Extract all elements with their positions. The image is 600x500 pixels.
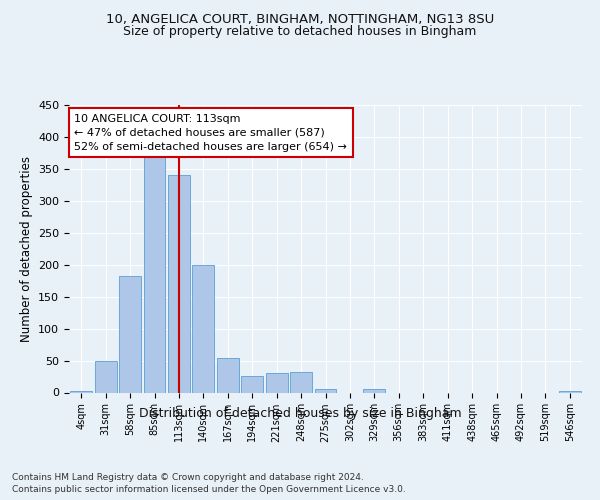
- Bar: [364, 388, 385, 392]
- Text: Size of property relative to detached houses in Bingham: Size of property relative to detached ho…: [124, 25, 476, 38]
- Text: Contains HM Land Registry data © Crown copyright and database right 2024.: Contains HM Land Registry data © Crown c…: [12, 472, 364, 482]
- Bar: [217, 358, 239, 392]
- Bar: [290, 372, 312, 392]
- Bar: [241, 376, 263, 392]
- Text: Distribution of detached houses by size in Bingham: Distribution of detached houses by size …: [139, 408, 461, 420]
- Bar: [168, 176, 190, 392]
- Bar: [559, 390, 581, 392]
- Bar: [143, 158, 166, 392]
- Bar: [193, 266, 214, 392]
- Bar: [95, 360, 116, 392]
- Bar: [119, 276, 141, 392]
- Text: 10, ANGELICA COURT, BINGHAM, NOTTINGHAM, NG13 8SU: 10, ANGELICA COURT, BINGHAM, NOTTINGHAM,…: [106, 12, 494, 26]
- Text: Contains public sector information licensed under the Open Government Licence v3: Contains public sector information licen…: [12, 485, 406, 494]
- Y-axis label: Number of detached properties: Number of detached properties: [20, 156, 32, 342]
- Bar: [70, 390, 92, 392]
- Text: 10 ANGELICA COURT: 113sqm
← 47% of detached houses are smaller (587)
52% of semi: 10 ANGELICA COURT: 113sqm ← 47% of detac…: [74, 114, 347, 152]
- Bar: [314, 388, 337, 392]
- Bar: [266, 372, 287, 392]
